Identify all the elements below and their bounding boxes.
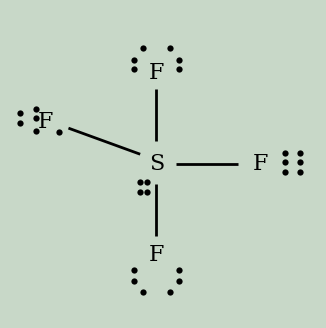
Text: F: F bbox=[38, 111, 53, 133]
Text: F: F bbox=[149, 62, 164, 84]
Text: F: F bbox=[149, 244, 164, 266]
Text: F: F bbox=[253, 153, 269, 175]
Text: S: S bbox=[149, 153, 164, 175]
